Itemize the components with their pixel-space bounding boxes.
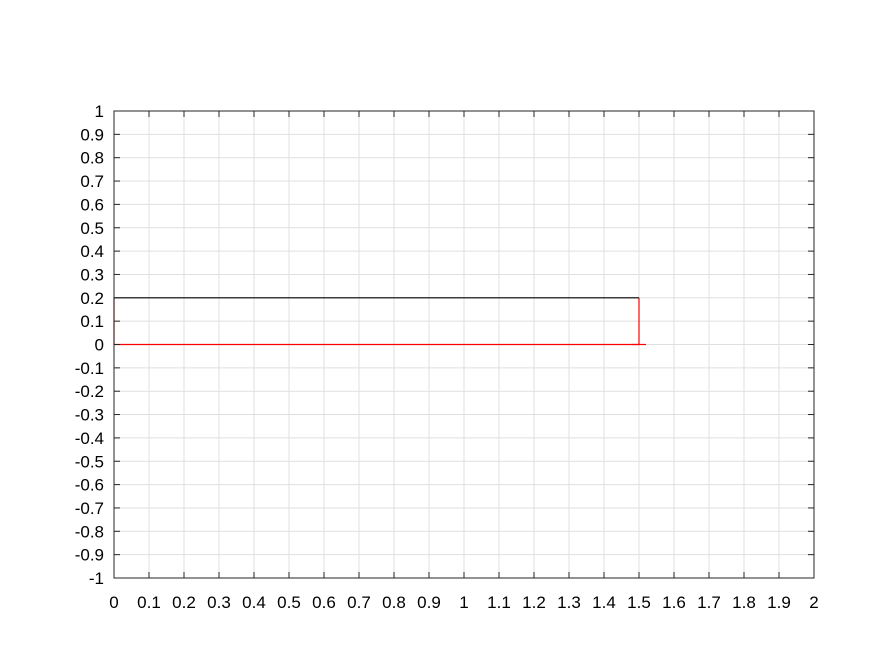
y-tick-label: 0.1 [80,312,104,331]
x-tick-label: 0 [109,593,118,612]
x-tick-label: 1.5 [627,593,651,612]
x-tick-label: 1.6 [662,593,686,612]
y-tick-label: 1 [95,102,104,121]
x-tick-label: 0.2 [172,593,196,612]
x-tick-label: 1.9 [767,593,791,612]
x-tick-label: 0.1 [137,593,161,612]
y-tick-label: -0.7 [75,499,104,518]
y-tick-label: -0.5 [75,452,104,471]
x-tick-label: 1.1 [487,593,511,612]
x-tick-label: 0.5 [277,593,301,612]
y-tick-label: 0.2 [80,289,104,308]
x-axis-tick-labels: 0 0.1 0.2 0.3 0.4 0.5 0.6 0.7 0.8 0.9 1 1.1 1.2 1.3 1.… [109,593,818,612]
y-tick-label: -0.8 [75,522,104,541]
y-tick-label: 0.9 [80,125,104,144]
x-tick-label: 0.7 [347,593,371,612]
x-tick-label: 0.6 [312,593,336,612]
y-tick-label: -0.3 [75,406,104,425]
x-tick-label: 0.9 [417,593,441,612]
y-tick-label: 0 [95,336,104,355]
y-tick-label: 0.3 [80,265,104,284]
y-tick-label: 0.8 [80,149,104,168]
axis-ticks [113,110,815,579]
x-tick-label: 1 [459,593,468,612]
y-axis-tick-labels: 1 0.9 0.8 0.7 0.6 0.5 0.4 0.3 0.2 0.1 0 -0.1 -0.2 -0.… [75,102,104,588]
x-tick-label: 2 [809,593,818,612]
y-tick-label: 0.6 [80,195,104,214]
x-tick-label: 0.3 [207,593,231,612]
x-tick-label: 1.2 [522,593,546,612]
y-tick-label: -0.1 [75,359,104,378]
x-tick-label: 1.3 [557,593,581,612]
y-tick-label: -0.2 [75,382,104,401]
y-tick-label: 0.5 [80,219,104,238]
y-tick-label: -0.6 [75,476,104,495]
y-tick-label: -0.4 [75,429,104,448]
x-tick-label: 1.7 [697,593,721,612]
x-tick-label: 0.8 [382,593,406,612]
y-tick-label: -0.9 [75,546,104,565]
y-tick-label: 0.7 [80,172,104,191]
y-tick-label: 0.4 [80,242,104,261]
x-tick-label: 1.4 [592,593,616,612]
y-tick-label: -1 [89,569,104,588]
x-tick-label: 1.8 [732,593,756,612]
x-tick-label: 0.4 [242,593,266,612]
